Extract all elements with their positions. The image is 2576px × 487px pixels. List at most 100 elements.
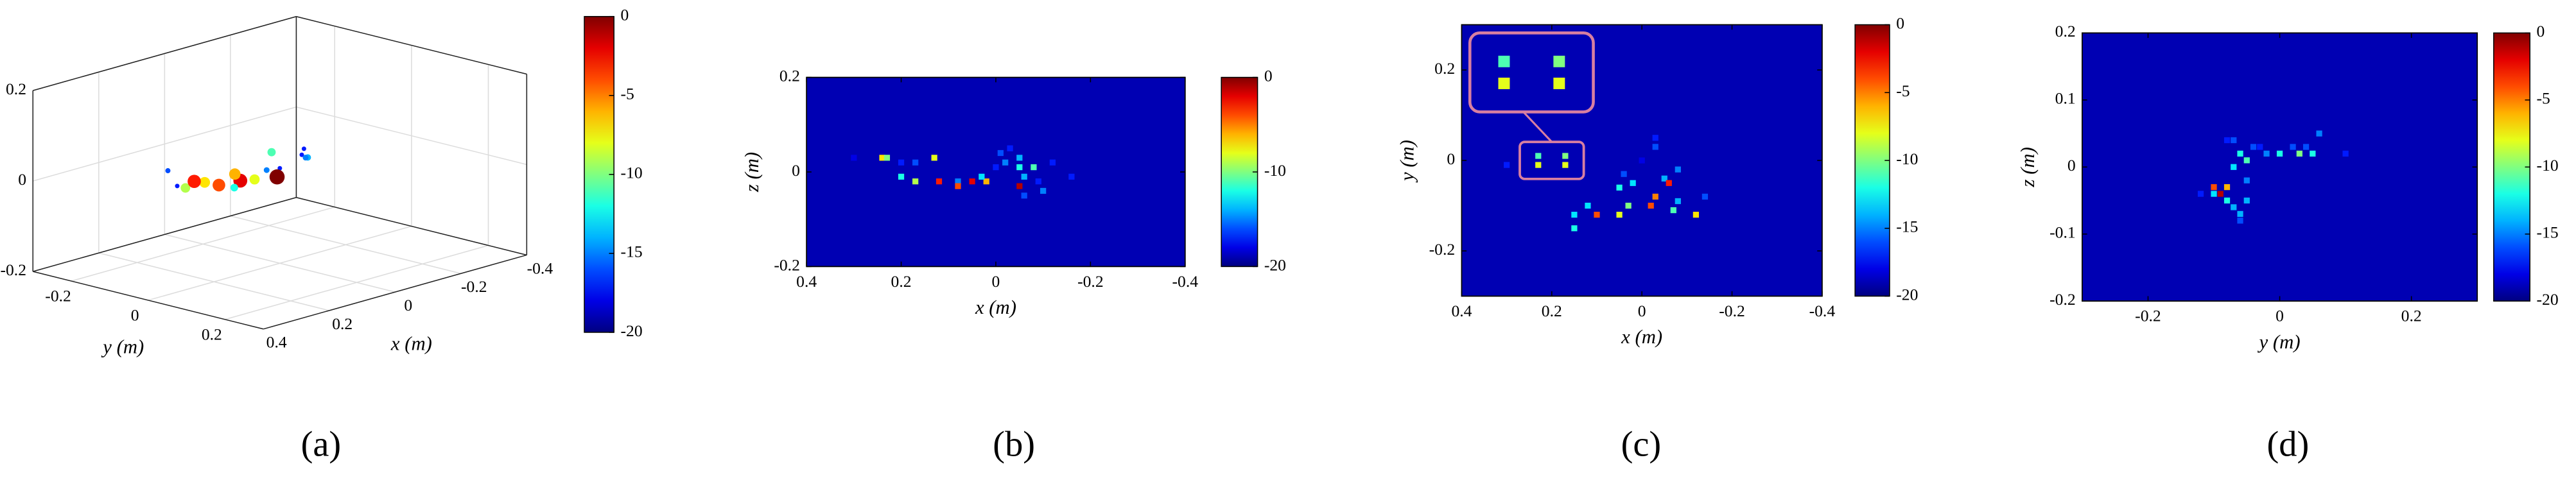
colorbar-tick-label: -10 [1264,161,1286,180]
pixel [2211,184,2217,191]
pixel [898,173,905,180]
y-tick-label: 0 [131,305,139,324]
colorbar-tick-label: -20 [1896,285,1918,303]
pixel [1571,212,1578,218]
x-axis-label: x (m) [390,333,432,355]
colorbar-tick-label: -15 [620,243,642,261]
x-axis-label: x (m) [975,296,1016,318]
colorbar-tick-label: -5 [2536,89,2550,108]
pixel [1675,166,1681,173]
pixel [1049,159,1056,166]
point [249,174,260,185]
pixel [912,178,919,185]
point [263,167,270,173]
pixel [997,150,1004,157]
pixel [1016,183,1023,189]
pixel [931,155,937,161]
x-tick-label: 0 [1638,302,1646,320]
pixel [1031,164,1037,171]
z-tick-label: 0 [18,170,26,189]
pixel [2211,191,2217,197]
caption: (d) [2267,424,2310,464]
x-tick-label: 0 [992,272,1000,291]
pixel [2224,197,2231,204]
point [187,175,201,189]
x-tick-label: 0 [404,296,412,314]
x-tick-label: 0.4 [1451,302,1472,320]
point [199,176,211,188]
y-tick-label: 0 [2067,156,2076,175]
x-tick-label: 0.2 [2401,307,2422,325]
colorbar-tick-label: -20 [1264,255,1286,274]
pixel [1007,145,1013,151]
point [230,184,238,192]
x-tick-label: 0.2 [1542,302,1562,320]
pixel [1594,212,1600,218]
x-axis-label: x (m) [1621,326,1662,348]
y-axis-label: y (m) [1396,140,1418,183]
point [213,178,225,192]
y-tick-label: 0 [1447,150,1455,168]
colorbar-tick-label: -5 [620,85,634,103]
pixel [2231,204,2237,210]
box-edge [33,15,297,91]
pixel [2237,210,2243,218]
inset-box [1468,31,1595,114]
point [267,148,276,157]
colorbar [2493,32,2530,302]
colorbar-tick-label: -10 [1896,150,1918,168]
pixel [912,159,919,166]
box-edge [296,15,527,75]
point [301,146,306,151]
x-tick-label: -0.2 [1077,272,1104,291]
pixel [2250,144,2257,150]
pixel [1616,212,1623,218]
pixel [1666,180,1672,186]
y-tick-label: 0 [792,161,800,180]
colorbar-tick-label: 0 [2536,22,2545,40]
inset-pixel [1498,55,1510,67]
pixel [1021,173,1027,180]
plot-background [2082,33,2478,302]
grid-line [148,225,412,301]
pixel [2263,150,2270,157]
pixel [2276,150,2283,157]
colorbar-tick-label: -20 [620,321,642,340]
x-tick-label: 0.2 [332,314,352,333]
y-tick-label: -0.2 [774,255,800,274]
y-tick-label: 0.1 [2055,89,2076,108]
point [175,184,180,189]
y-tick-label: 0.2 [2055,22,2076,40]
pixel [879,155,885,161]
pixel [1701,193,1709,200]
x-tick-label: -0.2 [461,277,487,296]
y-tick-label: -0.2 [1429,240,1456,259]
inset-pixel [1553,55,1565,67]
colorbar-tick-label: -15 [1896,218,1918,236]
pixel [1021,192,1027,199]
pixel [1035,178,1041,185]
box-edge [263,254,527,330]
pixel [2237,150,2243,157]
colorbar-tick-label: -10 [620,164,642,182]
pixel [2231,137,2237,144]
pixel [2296,150,2302,157]
colorbar-tick-label: -20 [2536,290,2558,309]
inset-connector [1522,111,1553,143]
point [299,152,304,157]
pixel [1652,135,1658,141]
pixel [1621,171,1627,177]
pixel [2217,191,2224,197]
y-axis-label: z (m) [741,152,763,192]
pixel [883,155,891,161]
pixel [1630,180,1636,186]
pixel [1504,162,1510,168]
y-tick-label: -0.2 [45,287,71,305]
point [269,169,285,185]
colorbar-tick-label: 0 [1264,66,1273,85]
pixel [1652,193,1658,200]
colorbar-tick-label: -5 [1896,81,1910,100]
grid-line [225,244,489,320]
